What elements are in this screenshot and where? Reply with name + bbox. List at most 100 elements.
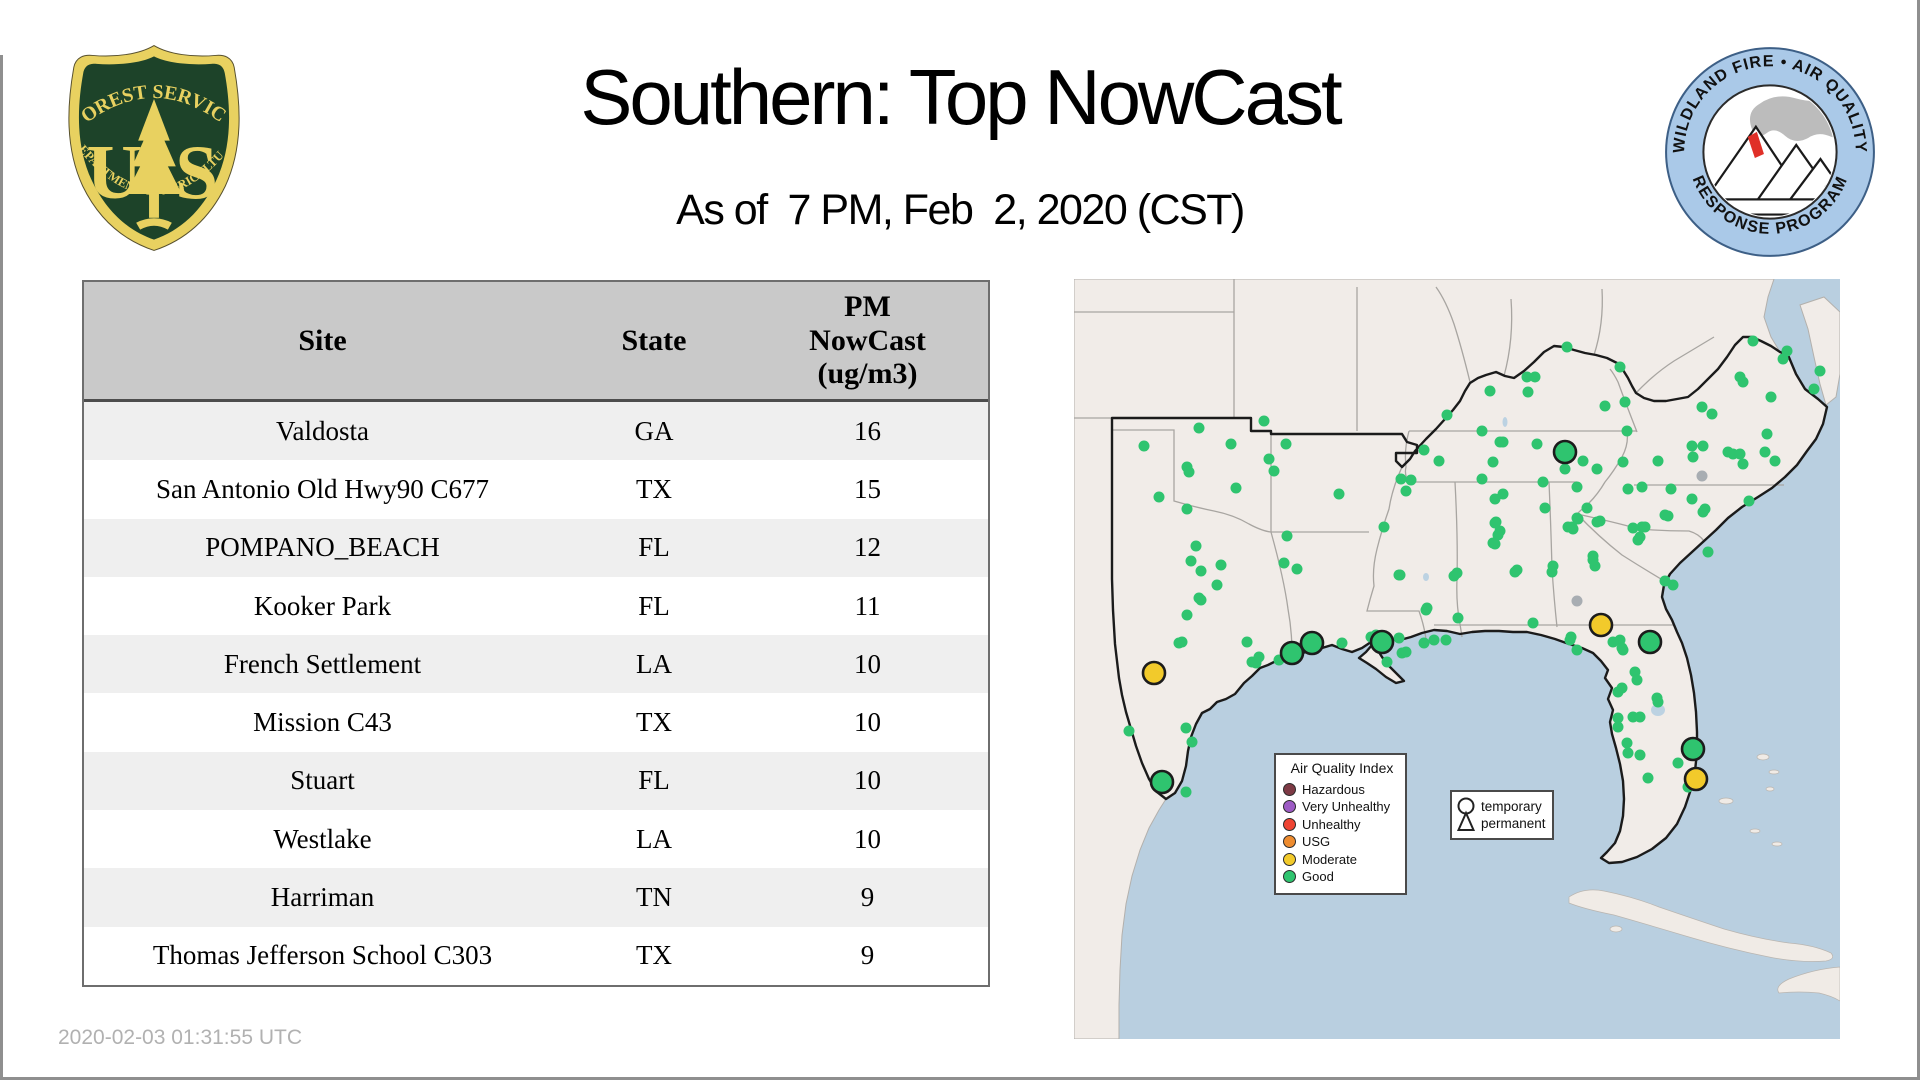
monitor-dot [1230, 482, 1242, 494]
monitor-dot [1642, 772, 1654, 784]
slide-border-left [0, 55, 3, 1080]
state-cell: LA [636, 648, 672, 679]
monitor-dot [1621, 425, 1633, 437]
header-state: State [621, 323, 687, 357]
flame-icon [1747, 131, 1764, 159]
monitor-dot [1394, 569, 1406, 581]
table-row: Stuart FL 10 [84, 751, 988, 811]
monitor-dot [1765, 391, 1777, 403]
site-cell: Harriman [270, 882, 375, 913]
legend-label: Very Unhealthy [1302, 799, 1391, 814]
monitor-dot [1706, 408, 1718, 420]
monitor-dot [1734, 448, 1746, 460]
monitor-dot [1441, 409, 1453, 421]
monitor-dot [1451, 567, 1463, 579]
table-row: Kooker Park FL 11 [84, 576, 988, 636]
legend-swatch-icon [1283, 800, 1296, 814]
state-borders [1074, 279, 1784, 654]
monitor-dot [1616, 642, 1628, 654]
monitor-dot [1241, 636, 1253, 648]
monitor-dot [1123, 725, 1135, 737]
pm-value-cell: 9 [860, 940, 875, 971]
monitor-dot [1571, 644, 1583, 656]
marker-key-glyphs [1456, 797, 1476, 831]
monitor-dot [1631, 674, 1643, 686]
top-site-marker-good [1149, 769, 1175, 795]
legend-item: Good [1283, 868, 1401, 886]
table-row: French Settlement LA 10 [84, 635, 988, 694]
top-nowcast-table: Site State PM NowCast (ug/m3) Valdosta GA… [82, 280, 990, 987]
generated-timestamp: 2020-02-03 01:31:55 UTC [58, 1026, 302, 1049]
monitor-dot [1421, 602, 1433, 614]
monitor-dot [1180, 786, 1192, 798]
monitor-dot [1263, 453, 1275, 465]
monitor-dot [1522, 386, 1534, 398]
monitor-dot [1487, 537, 1499, 549]
monitor-dot [1616, 682, 1628, 694]
monitor-dot [1591, 463, 1603, 475]
monitor-dot [1622, 483, 1634, 495]
legend-label: Hazardous [1302, 781, 1365, 797]
legend-items: Hazardous Very Unhealthy Unhealthy USG Moder… [1283, 781, 1401, 886]
monitor-dot [1497, 488, 1509, 500]
site-cell: Stuart [290, 765, 355, 796]
site-cell: Mission C43 [253, 707, 392, 738]
monitor-dot [1686, 493, 1698, 505]
legend-title: Air Quality Index [1290, 760, 1394, 776]
lakes [1423, 417, 1665, 716]
table-row: San Antonio Old Hwy90 C677 TX 15 [84, 460, 988, 519]
monitor-dot [1489, 493, 1501, 505]
monitor-dot [1814, 365, 1826, 377]
monitor-dot [1195, 594, 1207, 606]
legend-item: Moderate [1283, 851, 1401, 869]
top-site-markers [1141, 439, 1709, 795]
monitor-dot [1632, 534, 1644, 546]
monitor-dot [1607, 636, 1619, 648]
table-row: Thomas Jefferson School C303 TX 9 [84, 926, 988, 985]
monitor-dot [1211, 579, 1223, 591]
pm-value-cell: 9 [860, 882, 875, 913]
monitor-dot [1696, 401, 1708, 413]
monitor-dot [1672, 757, 1684, 769]
monitor-dot [1614, 361, 1626, 373]
legend-label: Good [1302, 869, 1334, 884]
monitor-dot [1176, 636, 1188, 648]
monitor-dot [1492, 529, 1504, 541]
monitor-dot [1777, 353, 1789, 365]
monitor-dot [1440, 634, 1452, 646]
legend-item: Very Unhealthy [1283, 798, 1401, 816]
monitor-dot [1405, 474, 1417, 486]
delmarva-peninsula [1799, 296, 1840, 406]
legend-item: USG [1283, 833, 1401, 851]
monitor-dot [1215, 559, 1227, 571]
monitor-dot [1747, 335, 1759, 347]
monitor-dot [1476, 473, 1488, 485]
site-cell: Thomas Jefferson School C303 [152, 940, 493, 971]
monitor-dot [1183, 466, 1195, 478]
state-cell: FL [638, 590, 670, 621]
slide-border-bottom [0, 1077, 1920, 1080]
site-cell: Valdosta [276, 415, 369, 446]
map-canvas [1074, 279, 1840, 1039]
monitor-dot [1659, 509, 1671, 521]
monitor-dot [1527, 617, 1539, 629]
monitor-dots [1123, 335, 1826, 798]
page-title: Southern: Top NowCast [580, 53, 1342, 141]
table-row: Valdosta GA 16 [84, 402, 988, 461]
monitor-dot [1381, 656, 1393, 668]
monitor-dot [1185, 555, 1197, 567]
top-site-marker-moderate [1141, 660, 1167, 686]
monitor-dot [1546, 566, 1558, 578]
monitor-dot [1181, 609, 1193, 621]
chesapeake-bay [1788, 309, 1818, 399]
monitor-dot [1537, 476, 1549, 488]
pm-value-cell: 15 [854, 473, 881, 504]
monitor-dot [1761, 428, 1773, 440]
pm-value-cell: 16 [854, 415, 881, 446]
pm-value-cell: 10 [854, 707, 881, 738]
monitor-dot [1181, 503, 1193, 515]
monitor-dot [1418, 444, 1430, 456]
legend-swatch-icon [1283, 782, 1296, 796]
wfaqrp-logo: WILDLAND FIRE • AIR QUALITY RESPONSE PRO… [1665, 47, 1875, 257]
